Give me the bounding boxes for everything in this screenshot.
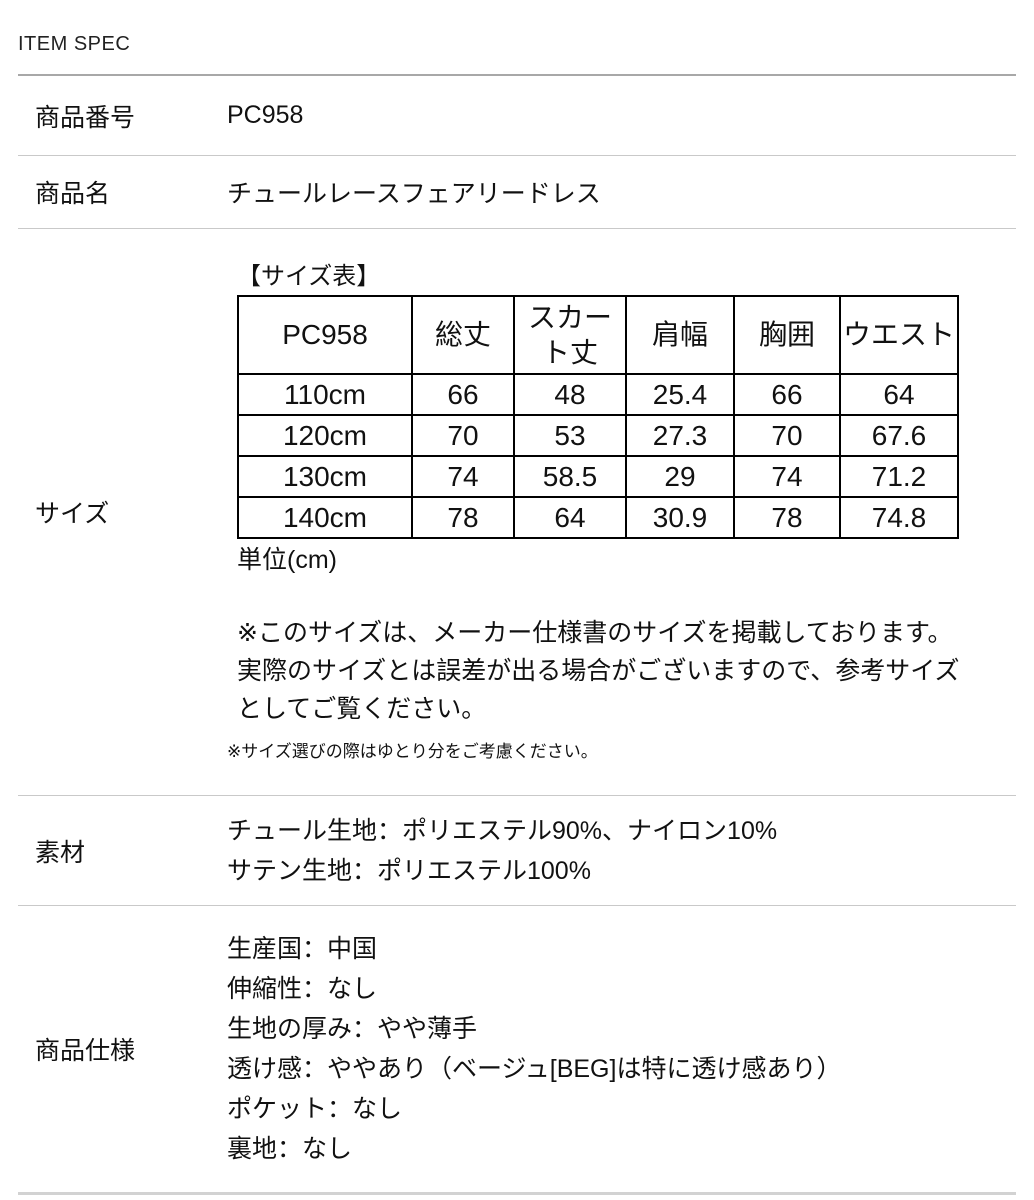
size-table-title: 【サイズ表】 [237, 262, 381, 290]
row-divider [18, 905, 1016, 906]
product-name-label: 商品名 [35, 180, 111, 208]
size-table-cell: 74 [733, 454, 841, 498]
size-table-cell: 48 [513, 372, 627, 416]
material-value: チュール生地：ポリエステル90%、ナイロン10% サテン生地：ポリエステル100% [227, 811, 777, 891]
product-number-label: 商品番号 [35, 103, 136, 132]
product-spec-value: 生産国：中国 伸縮性：なし生地の厚み：やや薄手透け感：ややあり（ベージュ[BEG]… [227, 929, 841, 1169]
product-name-value: チュールレースフェアリードレス [227, 180, 601, 208]
size-table-header-row: PC958 総丈 スカート丈 肩幅 胸囲 ウエスト [237, 294, 959, 375]
size-table-cell: 67.6 [839, 413, 959, 457]
size-table-header-cell: 胸囲 [733, 294, 841, 375]
text-line: 伸縮性：なし [227, 975, 378, 1003]
size-table-cell: 120cm [237, 413, 413, 457]
size-table-cell: 78 [411, 495, 515, 539]
size-table-cell: 58.5 [513, 454, 627, 498]
size-table-cell: 66 [411, 372, 515, 416]
size-table-cell: 130cm [237, 454, 413, 498]
material-label: 素材 [35, 838, 86, 867]
row-material: 素材 チュール生地：ポリエステル90%、ナイロン10% サテン生地：ポリエステル1… [0, 796, 1034, 905]
size-table-cell: 64 [839, 372, 959, 416]
text-line: としてご覧ください。 [237, 694, 487, 723]
size-table-header-cell: ウエスト [839, 294, 959, 375]
size-small-note: ※サイズ選びの際はゆとり分をご考慮ください。 [227, 741, 598, 761]
size-table-cell: 25.4 [625, 372, 735, 416]
size-table-cell: 53 [513, 413, 627, 457]
row-divider [18, 795, 1016, 796]
text-line: サテン生地：ポリエステル100% [227, 856, 591, 885]
text-line: 生地の厚み：やや薄手 [227, 1015, 478, 1043]
size-table-cell: 140cm [237, 495, 413, 539]
size-table-row: 130cm 74 58.5 29 74 71.2 [237, 454, 959, 498]
size-table-cell: 70 [733, 413, 841, 457]
size-table-header-cell: 総丈 [411, 294, 515, 375]
size-table: PC958 総丈 スカート丈 肩幅 胸囲 ウエスト 110cm 66 48 25.4 66 64 120… [237, 294, 959, 539]
size-table-header-cell: スカート丈 [513, 294, 627, 375]
header-divider [18, 74, 1016, 76]
size-table-cell: 110cm [237, 372, 413, 416]
size-note: ※このサイズは、メーカー仕様書のサイズを掲載しております。 実際のサイズとは誤差が… [237, 614, 987, 728]
text-line: チュール生地：ポリエステル90%、ナイロン10% [227, 816, 778, 845]
text-line: ※このサイズは、メーカー仕様書のサイズを掲載しております。 [237, 618, 953, 647]
unit-note: 単位(cm) [237, 545, 337, 574]
size-table-body: PC958 総丈 スカート丈 肩幅 胸囲 ウエスト 110cm 66 48 25.4 66 64 120… [237, 294, 959, 539]
size-table-cell: 30.9 [625, 495, 735, 539]
row-size: サイズ 【サイズ表】 PC958 総丈 スカート丈 肩幅 胸囲 ウエスト 110cm 66 48… [0, 229, 1034, 795]
text-line: 透け感：ややあり（ベージュ[BEG]は特に透け感あり） [227, 1055, 842, 1083]
product-number-value: PC958 [227, 101, 304, 129]
row-divider [18, 228, 1016, 229]
text-line: 裏地：なし [227, 1135, 353, 1163]
row-divider [18, 155, 1016, 156]
size-table-cell: 78 [733, 495, 841, 539]
size-label: サイズ [35, 500, 110, 528]
size-table-row: 140cm 78 64 30.9 78 74.8 [237, 495, 959, 539]
size-table-row: 120cm 70 53 27.3 70 67.6 [237, 413, 959, 457]
size-table-cell: 71.2 [839, 454, 959, 498]
size-table-cell: 74 [411, 454, 515, 498]
row-product-spec: 商品仕様 生産国：中国 伸縮性：なし生地の厚み：やや薄手透け感：ややあり（ベージュ… [0, 906, 1034, 1192]
size-table-cell: 27.3 [625, 413, 735, 457]
size-table-cell: 29 [625, 454, 735, 498]
row-product-name: 商品名 チュールレースフェアリードレス [0, 156, 1034, 228]
page-title: ITEM SPEC [18, 33, 131, 55]
size-table-cell: 64 [513, 495, 627, 539]
size-table-header-cell: PC958 [237, 294, 413, 375]
size-table-header-cell: 肩幅 [625, 294, 735, 375]
text-line: 実際のサイズとは誤差が出る場合がございますので、参考サイズ [237, 656, 960, 685]
size-content: 【サイズ表】 PC958 総丈 スカート丈 肩幅 胸囲 ウエスト 110cm 66 48 25.4… [227, 262, 987, 763]
product-spec-label: 商品仕様 [35, 1037, 136, 1065]
size-table-cell: 66 [733, 372, 841, 416]
text-line: ポケット：なし [227, 1095, 403, 1123]
size-table-cell: 70 [411, 413, 515, 457]
bottom-divider [18, 1192, 1016, 1195]
text-line: 生産国：中国 [227, 935, 378, 963]
size-table-cell: 74.8 [839, 495, 959, 539]
row-product-number: 商品番号 PC958 [0, 76, 1034, 155]
size-table-row: 110cm 66 48 25.4 66 64 [237, 372, 959, 416]
